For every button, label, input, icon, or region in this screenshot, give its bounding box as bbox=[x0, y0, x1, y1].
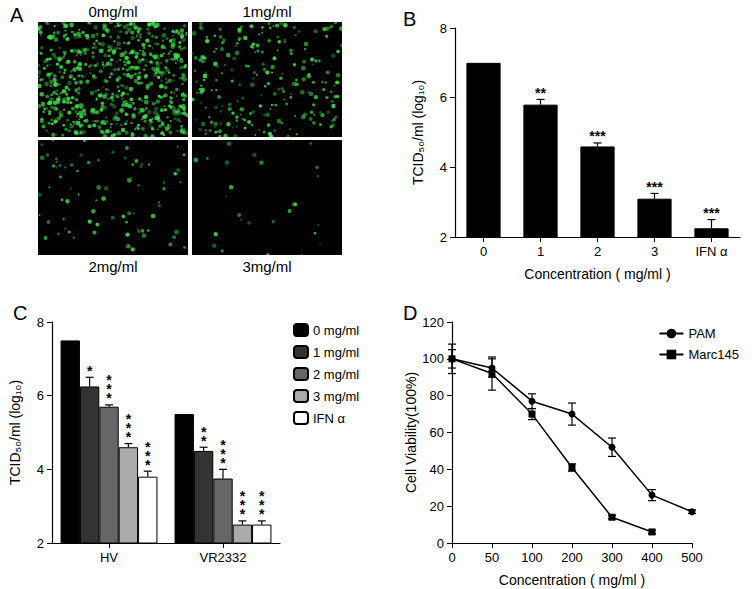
svg-text:IFN α: IFN α bbox=[695, 244, 728, 259]
svg-text:300: 300 bbox=[601, 550, 623, 565]
svg-text:20: 20 bbox=[430, 499, 444, 514]
svg-text:0 mg/ml: 0 mg/ml bbox=[313, 323, 359, 338]
svg-text:100: 100 bbox=[422, 351, 444, 366]
svg-text:Concentration ( mg/ml ): Concentration ( mg/ml ) bbox=[524, 266, 670, 282]
svg-text:3: 3 bbox=[651, 244, 658, 259]
svg-text:6: 6 bbox=[440, 90, 447, 105]
svg-text:0: 0 bbox=[437, 536, 444, 551]
svg-text:C: C bbox=[13, 302, 27, 324]
svg-text:***: *** bbox=[589, 128, 606, 144]
svg-text:*: * bbox=[145, 457, 151, 473]
svg-text:2 mg/ml: 2 mg/ml bbox=[313, 367, 359, 382]
svg-text:*: * bbox=[259, 506, 265, 522]
svg-text:4: 4 bbox=[440, 160, 447, 175]
svg-text:0: 0 bbox=[480, 244, 487, 259]
svg-text:8: 8 bbox=[37, 315, 44, 330]
svg-text:8: 8 bbox=[440, 21, 447, 36]
svg-text:60: 60 bbox=[430, 425, 444, 440]
svg-text:*: * bbox=[240, 506, 246, 522]
svg-text:TCID₅₀/ml (log₁₀): TCID₅₀/ml (log₁₀) bbox=[7, 380, 23, 485]
svg-text:HV: HV bbox=[100, 550, 118, 565]
svg-text:***: *** bbox=[646, 179, 663, 195]
svg-text:TCID₅₀/ml (log₁₀): TCID₅₀/ml (log₁₀) bbox=[410, 80, 426, 185]
svg-text:*: * bbox=[126, 429, 132, 445]
svg-text:2: 2 bbox=[440, 230, 447, 245]
svg-text:*: * bbox=[201, 433, 207, 449]
svg-text:VR2332: VR2332 bbox=[200, 550, 247, 565]
svg-text:*: * bbox=[220, 455, 226, 471]
svg-text:50: 50 bbox=[485, 550, 499, 565]
svg-text:4: 4 bbox=[37, 462, 44, 477]
svg-text:Marc145: Marc145 bbox=[688, 347, 739, 362]
svg-text:80: 80 bbox=[430, 388, 444, 403]
svg-text:B: B bbox=[403, 8, 416, 30]
svg-text:400: 400 bbox=[641, 550, 663, 565]
html-text:A: A bbox=[10, 4, 24, 26]
svg-text:200: 200 bbox=[561, 550, 583, 565]
svg-text:3 mg/ml: 3 mg/ml bbox=[313, 389, 359, 404]
svg-text:D: D bbox=[403, 302, 417, 324]
svg-text:IFN α: IFN α bbox=[313, 411, 346, 426]
svg-text:2: 2 bbox=[594, 244, 601, 259]
svg-text:***: *** bbox=[703, 205, 720, 221]
html-text:2mg/ml: 2mg/ml bbox=[88, 258, 138, 275]
svg-text:*: * bbox=[87, 363, 93, 379]
html-text:3mg/ml: 3mg/ml bbox=[242, 258, 292, 275]
svg-text:0: 0 bbox=[448, 550, 455, 565]
svg-text:**: ** bbox=[535, 85, 546, 101]
svg-text:Cell Viability(100%): Cell Viability(100%) bbox=[403, 372, 419, 493]
svg-text:500: 500 bbox=[681, 550, 703, 565]
svg-text:*: * bbox=[106, 390, 112, 406]
svg-text:6: 6 bbox=[37, 388, 44, 403]
svg-text:1 mg/ml: 1 mg/ml bbox=[313, 345, 359, 360]
svg-text:2: 2 bbox=[37, 536, 44, 551]
svg-text:120: 120 bbox=[422, 315, 444, 330]
html-text:1mg/ml: 1mg/ml bbox=[242, 3, 292, 20]
svg-text:40: 40 bbox=[430, 462, 444, 477]
svg-text:PAM: PAM bbox=[688, 326, 715, 341]
svg-text:100: 100 bbox=[521, 550, 543, 565]
html-text:0mg/ml: 0mg/ml bbox=[88, 3, 138, 20]
svg-text:1: 1 bbox=[537, 244, 544, 259]
svg-text:Concentration ( mg/ml ): Concentration ( mg/ml ) bbox=[499, 572, 645, 588]
